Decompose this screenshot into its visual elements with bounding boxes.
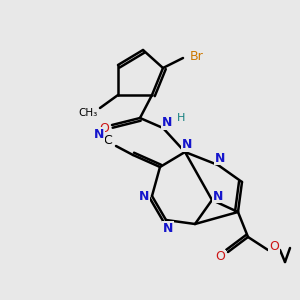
Text: O: O	[99, 122, 109, 134]
Text: N: N	[163, 221, 173, 235]
Text: O: O	[215, 250, 225, 263]
Text: N: N	[215, 152, 225, 164]
Text: N: N	[213, 190, 223, 202]
Text: N: N	[182, 139, 192, 152]
Text: N: N	[94, 128, 104, 140]
Text: C: C	[103, 134, 112, 148]
Text: H: H	[177, 113, 185, 123]
Text: CH₃: CH₃	[78, 108, 98, 118]
Text: Br: Br	[190, 50, 204, 62]
Text: N: N	[139, 190, 149, 202]
Text: N: N	[162, 116, 172, 130]
Text: O: O	[269, 239, 279, 253]
